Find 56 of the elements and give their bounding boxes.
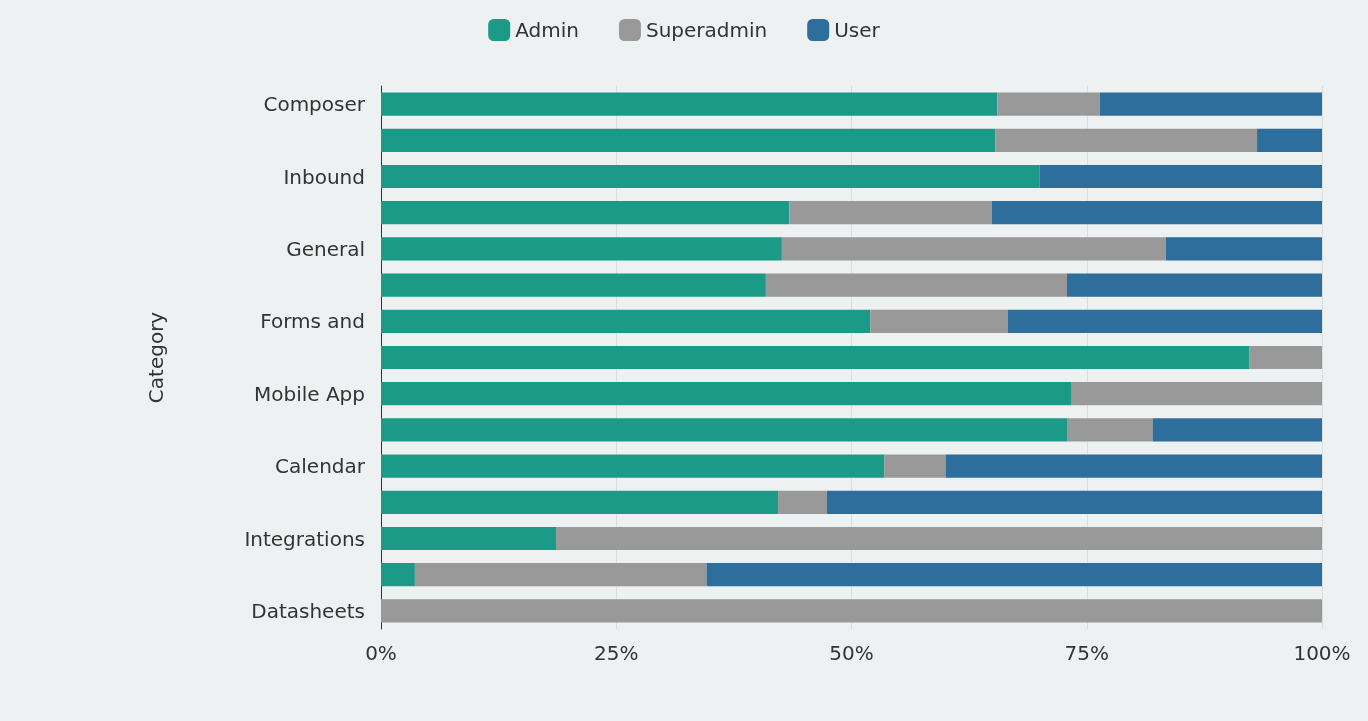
bar xyxy=(381,526,557,551)
bar xyxy=(381,382,1072,406)
bar xyxy=(778,490,828,514)
bar xyxy=(995,128,1258,152)
bar xyxy=(381,309,871,333)
y-axis-title: Category xyxy=(144,311,168,404)
bar xyxy=(1152,418,1322,442)
y-tick-label: Datasheets xyxy=(251,598,365,623)
x-tick-label: 75% xyxy=(1064,641,1109,665)
bar xyxy=(381,418,1067,442)
bar xyxy=(414,563,707,587)
bar xyxy=(1066,418,1153,442)
y-tick-label: Calendar xyxy=(275,454,366,479)
y-tick-label: Mobile App xyxy=(253,381,365,406)
bar xyxy=(706,563,1322,587)
bar xyxy=(381,164,1040,189)
bar xyxy=(1257,128,1322,152)
bar xyxy=(1066,273,1322,297)
bar xyxy=(1071,382,1322,406)
y-tick-label: Forms and xyxy=(260,309,365,334)
bar xyxy=(1007,309,1322,333)
bar xyxy=(381,92,998,116)
bar xyxy=(381,563,415,587)
bar xyxy=(381,237,782,261)
x-tick-label: 50% xyxy=(829,641,874,665)
bar xyxy=(381,490,779,514)
x-tick-label: 100% xyxy=(1293,641,1351,665)
bar xyxy=(765,273,1067,297)
bar xyxy=(781,237,1166,261)
bar xyxy=(381,273,766,297)
x-tick-label: 25% xyxy=(594,641,639,665)
legend-label: Superadmin xyxy=(645,18,768,42)
bar xyxy=(1099,92,1322,116)
bar xyxy=(870,309,1008,333)
legend-label: User xyxy=(834,18,881,42)
bar xyxy=(827,490,1322,514)
bar xyxy=(1039,164,1322,189)
y-tick-label: General xyxy=(286,236,365,261)
bar xyxy=(884,454,946,478)
bar xyxy=(381,201,790,225)
bar xyxy=(381,599,1322,623)
bar xyxy=(1249,345,1322,370)
y-tick-label: Inbound xyxy=(283,164,365,189)
bar xyxy=(381,128,996,152)
legend-label: Admin xyxy=(515,18,579,42)
y-tick-label: Integrations xyxy=(244,526,365,551)
y-tick-label: Composer xyxy=(263,92,366,117)
bar xyxy=(789,201,992,225)
bar xyxy=(381,454,885,478)
bar xyxy=(381,345,1250,370)
bar xyxy=(945,454,1322,478)
bar xyxy=(997,92,1100,116)
x-tick-label: 0% xyxy=(365,641,397,665)
bar xyxy=(556,526,1322,551)
bar xyxy=(991,201,1322,225)
bar xyxy=(1165,237,1322,261)
